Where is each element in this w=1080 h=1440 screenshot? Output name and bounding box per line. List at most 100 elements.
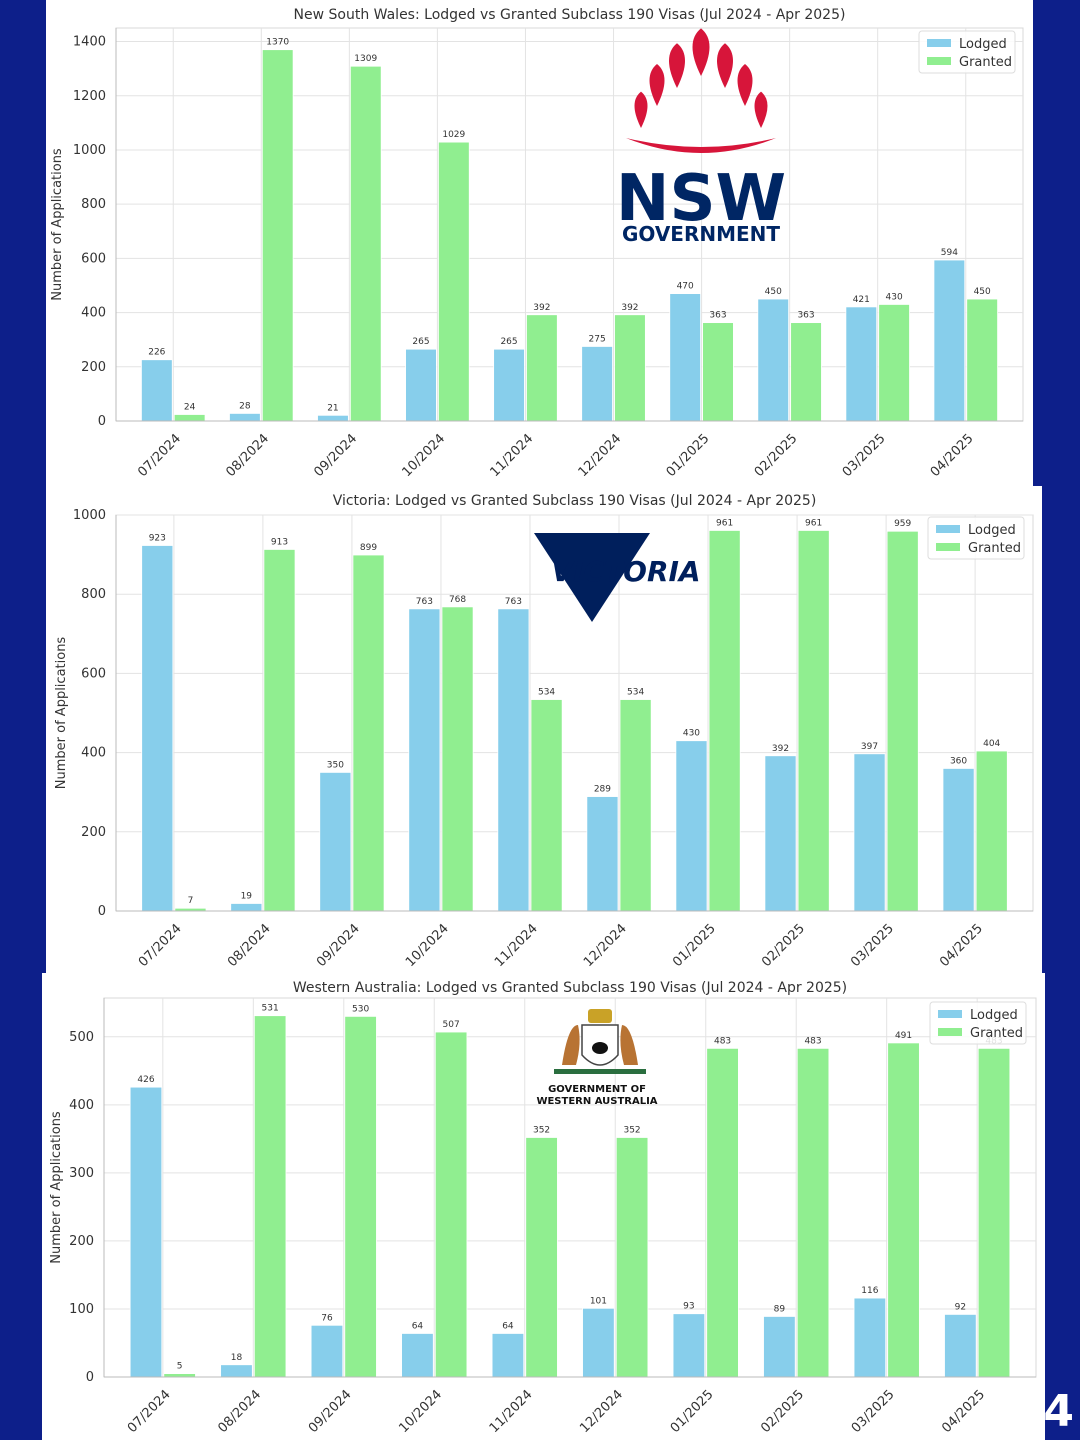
vic-bar-lodged: [141, 545, 174, 912]
wa-bar-label-lodged: 116: [861, 1286, 878, 1296]
vic-bar-lodged: [319, 771, 352, 912]
wa-bar-label-granted: 352: [623, 1125, 640, 1135]
wa-bar-lodged: [129, 1086, 163, 1378]
wa-bar-label-granted: 483: [804, 1036, 821, 1046]
wa-bar-label-granted: 530: [352, 1004, 369, 1014]
wa-coat-of-arms-icon: [554, 1009, 646, 1074]
nsw-bar-granted: [526, 314, 558, 422]
vic-x-tick-label: 01/2025: [670, 921, 719, 970]
wa-bar-lodged: [944, 1314, 977, 1378]
vic-bar-granted: [530, 699, 563, 912]
wa-bar-label-granted: 352: [533, 1125, 550, 1135]
nsw-bar-granted: [261, 49, 294, 422]
vic-bar-label-granted: 961: [716, 518, 733, 528]
wa-bar-lodged: [672, 1313, 706, 1378]
victoria-logo-word: VICTORIA: [551, 555, 700, 588]
wa-bar-label-granted: 491: [895, 1031, 912, 1041]
nsw-bar-label-lodged: 470: [677, 282, 694, 292]
wa-x-tick-label: 12/2024: [577, 1387, 626, 1436]
wa-x-tick-label: 03/2025: [849, 1387, 898, 1436]
victoria-chart-panel: Victoria: Lodged vs Granted Subclass 190…: [46, 486, 1042, 973]
page-number: 4: [1043, 1386, 1074, 1437]
wa-bar-lodged: [401, 1333, 434, 1378]
vic-y-tick-label: 400: [81, 746, 106, 761]
vic-bar-lodged: [853, 753, 886, 912]
vic-bar-label-granted: 961: [805, 518, 822, 528]
wa-bar-label-lodged: 93: [683, 1302, 694, 1312]
vic-bar-granted: [441, 606, 474, 912]
nsw-bar-label-lodged: 594: [941, 248, 958, 258]
vic-bar-granted: [886, 530, 919, 912]
wa-x-tick-label: 11/2024: [487, 1387, 536, 1436]
wa-y-tick-label: 200: [69, 1234, 94, 1249]
nsw-bar-granted: [614, 314, 646, 422]
vic-y-tick-label: 800: [81, 587, 106, 602]
vic-bar-label-lodged: 350: [327, 760, 344, 770]
nsw-bar-lodged: [493, 348, 525, 422]
wa-x-tick-label: 08/2024: [215, 1387, 264, 1436]
vic-x-tick-label: 07/2024: [136, 921, 185, 970]
wa-legend-label-lodged: Lodged: [970, 1008, 1018, 1023]
wa-bar-label-granted: 507: [443, 1020, 460, 1030]
wa-bar-label-lodged: 64: [502, 1321, 514, 1331]
nsw-x-tick-label: 03/2025: [840, 431, 889, 480]
wa-x-tick-label: 07/2024: [125, 1387, 174, 1436]
nsw-bar-label-lodged: 28: [239, 401, 251, 411]
nsw-logo-government: GOVERNMENT: [622, 222, 780, 246]
vic-x-tick-label: 11/2024: [492, 921, 541, 970]
wa-bar-granted: [525, 1137, 558, 1378]
wa-bar-lodged: [491, 1333, 525, 1378]
wa-y-tick-label: 300: [69, 1166, 94, 1181]
victoria-triangle-icon: [534, 533, 650, 622]
vic-x-tick-label: 02/2025: [759, 921, 808, 970]
vic-x-tick-label: 10/2024: [403, 921, 452, 970]
vic-bar-lodged: [675, 740, 708, 912]
nsw-bar-label-granted: 392: [621, 303, 638, 313]
wa-bar-label-granted: 5: [177, 1362, 183, 1372]
nsw-x-tick-label: 09/2024: [311, 431, 360, 480]
nsw-bar-label-lodged: 265: [412, 337, 429, 347]
wa-y-tick-label: 400: [69, 1098, 94, 1113]
vic-y-tick-label: 600: [81, 666, 106, 681]
nsw-bar-label-granted: 392: [533, 303, 550, 313]
nsw-legend-label-granted: Granted: [959, 55, 1012, 70]
nsw-y-tick-label: 1400: [73, 35, 106, 50]
wa-bar-granted: [977, 1047, 1011, 1378]
vic-legend-label-lodged: Lodged: [968, 523, 1016, 538]
nsw-y-tick-label: 800: [81, 197, 106, 212]
nsw-bar-label-granted: 363: [709, 311, 726, 321]
nsw-y-tick-label: 1200: [73, 89, 106, 104]
nsw-bar-granted: [349, 65, 382, 422]
nsw-bar-granted: [438, 141, 470, 422]
vic-bar-label-lodged: 397: [861, 742, 878, 752]
wa-bar-lodged: [220, 1364, 253, 1378]
wa-x-tick-label: 02/2025: [758, 1387, 807, 1436]
nsw-bar-label-granted: 450: [974, 287, 991, 297]
nsw-legend-swatch-lodged: [927, 39, 951, 47]
wa-bar-lodged: [853, 1297, 887, 1378]
vic-bar-label-granted: 7: [188, 896, 194, 906]
vic-bar-label-granted: 899: [360, 543, 377, 553]
nsw-bar-lodged: [229, 413, 261, 422]
nsw-bar-label-granted: 1029: [442, 130, 465, 140]
vic-chart-svg: Victoria: Lodged vs Granted Subclass 190…: [54, 493, 1034, 970]
vic-legend-swatch-lodged: [936, 525, 960, 533]
wa-bar-granted: [163, 1373, 196, 1378]
nsw-y-tick-label: 600: [81, 251, 106, 266]
wa-bar-granted: [344, 1015, 377, 1378]
nsw-bar-label-lodged: 421: [853, 295, 870, 305]
vic-bar-label-granted: 913: [271, 537, 288, 547]
wa-bar-label-lodged: 76: [321, 1313, 333, 1323]
vic-y-tick-label: 0: [98, 904, 106, 919]
wa-bar-granted: [615, 1137, 649, 1378]
nsw-bar-lodged: [757, 298, 790, 422]
vic-bar-granted: [263, 549, 296, 912]
vic-bar-label-lodged: 430: [683, 729, 700, 739]
nsw-bar-granted: [878, 304, 910, 422]
nsw-x-tick-label: 11/2024: [487, 431, 536, 480]
nsw-logo-word: NSW: [616, 162, 786, 236]
nsw-x-tick-label: 02/2025: [752, 431, 801, 480]
vic-bar-label-lodged: 763: [416, 597, 433, 607]
wa-legend-label-granted: Granted: [970, 1026, 1023, 1041]
nsw-chart-title: New South Wales: Lodged vs Granted Subcl…: [294, 7, 846, 23]
